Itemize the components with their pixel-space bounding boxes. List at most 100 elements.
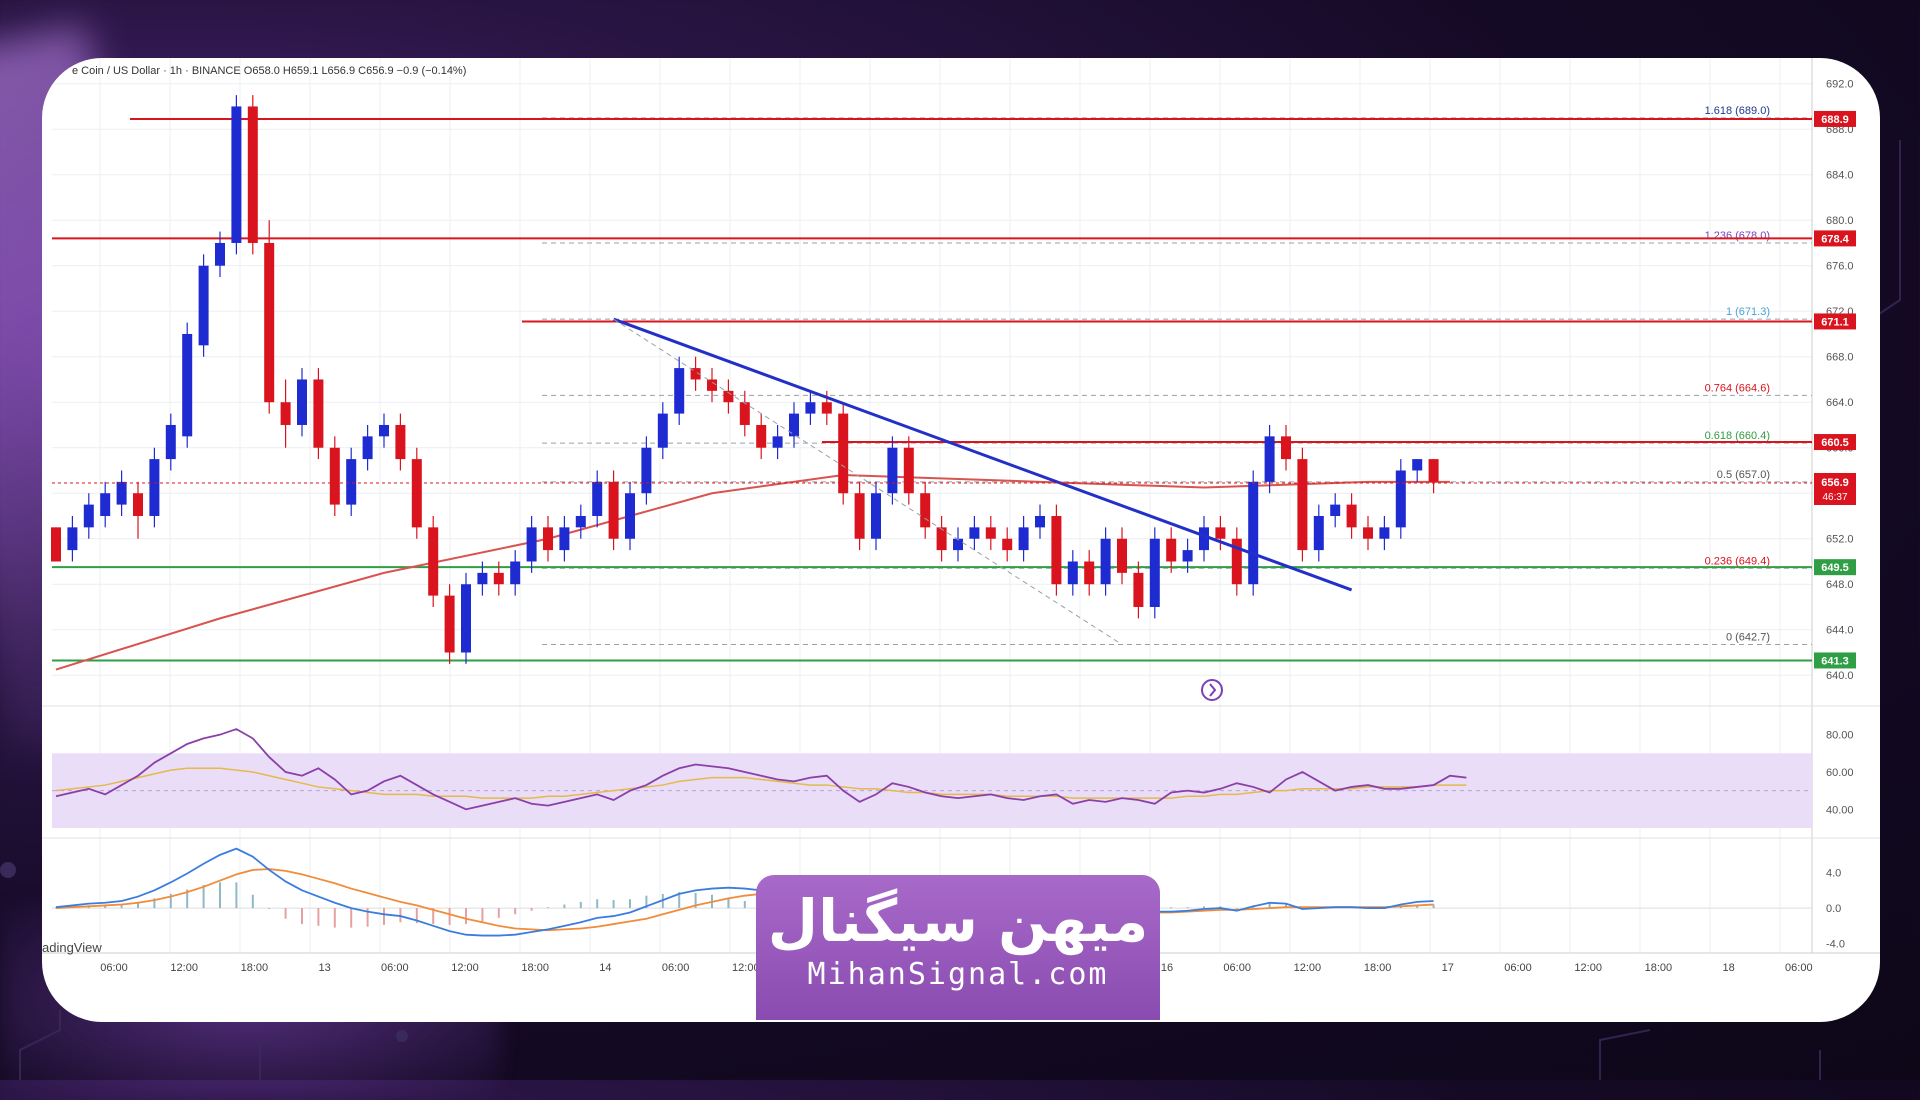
candle-bearish [1281,436,1291,460]
candle-bullish [116,481,127,505]
level-badge-label: 678.4 [1821,233,1849,245]
candle-bearish [854,493,865,539]
candle-bullish [362,436,373,460]
candle-bearish [985,527,996,539]
candle-bearish [247,106,258,243]
candle-bullish [1264,436,1275,482]
candle-bearish [51,527,61,562]
replay-icon-arrow [1209,683,1217,697]
price-axis-label: 688.0 [1826,124,1854,136]
candle-bearish [313,379,324,448]
price-axis-label: 664.0 [1826,397,1854,409]
level-badge [1814,230,1856,247]
candle-bullish [1395,470,1406,528]
candle-bullish [477,572,488,585]
time-axis-label: 12:00 [451,962,479,974]
price-axis-label: 676.0 [1826,261,1854,273]
time-axis-label: 18:00 [521,962,549,974]
trading-chart[interactable]: 692.0688.0684.0680.0676.0672.0668.0664.0… [42,58,1880,1022]
price-axis-label: 640.0 [1826,670,1854,682]
time-axis-label: 06:00 [381,962,409,974]
candle-bullish [215,242,225,266]
candle-bullish [789,413,799,437]
candle-bullish [805,402,816,414]
level-badge-label: 641.3 [1821,655,1849,667]
candle-bullish [969,527,980,539]
candle-bullish [149,459,160,516]
moving-average-line [55,474,1450,671]
candle-bearish [1117,538,1127,573]
rsi-ma-line [55,767,1467,799]
candle-bullish [772,436,783,448]
tradingview-attribution: adingView [42,940,102,955]
candle-bearish [756,424,767,448]
fib-level-label: 0.236 (649.4) [1705,555,1770,567]
candle-bullish [1067,561,1078,585]
candle-bearish [1166,538,1177,562]
candle-bearish [936,527,947,551]
fib-anchor-line [613,318,1123,645]
candle-bearish [428,527,439,596]
candle-bearish [903,447,914,494]
level-badge-label: 649.5 [1821,562,1849,574]
time-axis-label: 06:00 [1785,962,1813,974]
candle-bullish [575,515,586,528]
price-axis-label: 684.0 [1826,170,1854,182]
level-badge-label: 671.1 [1821,316,1849,328]
candle-bearish [821,402,832,414]
candle-bullish [887,447,898,494]
rsi-axis-label: 40.00 [1826,804,1854,816]
price-axis-label: 680.0 [1826,215,1854,227]
time-axis-label: 12:00 [170,962,198,974]
level-badge [1814,652,1856,669]
macd-line [55,847,1434,937]
candle-bullish [1313,515,1324,551]
level-badge [1814,313,1856,330]
candle-bearish [1133,572,1144,607]
time-axis-label: 06:00 [662,962,690,974]
candle-bullish [953,538,963,551]
candle-bullish [1412,459,1423,471]
candle-bearish [133,493,143,516]
candle-bearish [739,402,750,425]
candle-bearish [329,447,340,505]
candle-bullish [1379,527,1390,539]
candle-bearish [493,572,504,585]
time-axis-label: 13 [318,962,330,974]
candle-bullish [1018,527,1029,551]
candle-bearish [1346,504,1357,528]
candle-bullish [657,413,668,448]
watermark-persian: میهن سیگنال [767,887,1149,955]
candle-bullish [1199,527,1209,551]
fib-level-label: 0.618 (660.4) [1705,430,1770,442]
price-axis-label: 668.0 [1826,352,1854,364]
fib-level-label: 0 (642.7) [1726,632,1770,644]
fib-level-label: 1.618 (689.0) [1705,105,1770,117]
price-axis-label: 692.0 [1826,79,1854,91]
candle-bearish [411,459,422,528]
candle-bullish [625,493,635,539]
level-badge-label: 688.9 [1821,114,1849,126]
macd-signal-line [55,868,1434,932]
level-badge-label: 660.5 [1821,437,1849,449]
time-axis-label: 18:00 [1645,962,1673,974]
candle-bullish [1100,538,1111,585]
candle-bearish [1231,538,1242,585]
candle-bullish [461,584,471,653]
replay-icon [1201,679,1223,701]
fib-level-label: 1.236 (678.0) [1705,230,1770,242]
macd-axis-label: 0.0 [1826,903,1841,915]
candle-bearish [707,379,717,391]
candle-bearish [920,493,931,528]
time-axis-label: 12:00 [732,962,760,974]
symbol-title: e Coin / US Dollar · 1h · BINANCE O658.0… [72,65,466,77]
candle-bearish [1084,561,1095,585]
macd-axis-label: -4.0 [1826,939,1845,951]
candle-bearish [690,368,701,380]
rsi-axis-label: 80.00 [1826,730,1854,742]
candle-bullish [198,265,209,346]
candle-bearish [280,402,291,425]
candle-bullish [871,493,881,539]
rsi-axis-label: 60.00 [1826,767,1854,779]
